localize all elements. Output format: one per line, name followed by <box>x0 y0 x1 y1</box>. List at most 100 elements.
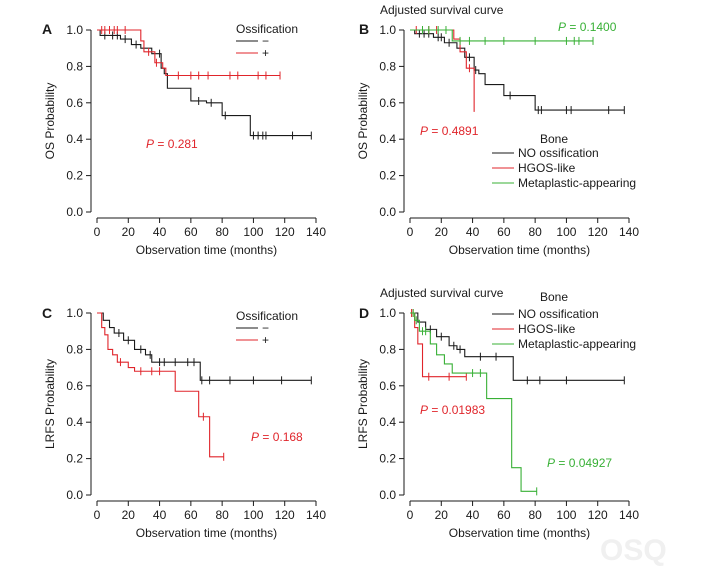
legend-title: Bone <box>540 290 568 304</box>
legend-label: HGOS-like <box>518 322 576 336</box>
x-tick-label: 80 <box>528 508 542 522</box>
y-tick-label: 0.0 <box>66 205 83 219</box>
panel-letter-a: A <box>42 21 52 37</box>
x-tick-label: 80 <box>215 508 229 522</box>
legend-label: HGOS-like <box>518 161 576 175</box>
p-value: = 0.04927 <box>555 456 612 470</box>
y-tick-label: 0.6 <box>379 96 396 110</box>
y-tick-label: 0.6 <box>379 379 396 393</box>
x-axis-label: Observation time (months) <box>136 526 277 540</box>
panel-letter-d: D <box>359 305 369 321</box>
y-tick-label: 0.8 <box>66 59 83 73</box>
series-line <box>410 29 625 111</box>
p-symbol: P <box>420 403 428 417</box>
series-line <box>97 312 224 458</box>
p-value-annotation: P = 0.4891 <box>420 124 479 138</box>
y-tick-label: 1.0 <box>379 23 396 37</box>
x-tick-label: 120 <box>275 225 295 239</box>
panel-letter-b: B <box>359 21 369 37</box>
p-value: = 0.168 <box>259 430 303 444</box>
y-tick-label: 0.2 <box>66 169 83 183</box>
p-value-annotation: P = 0.04927 <box>547 456 612 470</box>
x-tick-label: 0 <box>94 225 101 239</box>
legend-label: + <box>262 46 269 60</box>
x-axis-label: Observation time (months) <box>136 243 277 257</box>
x-tick-label: 100 <box>556 508 576 522</box>
x-tick-label: 0 <box>94 508 101 522</box>
y-tick-label: 0.6 <box>66 96 83 110</box>
y-tick-label: 0.8 <box>379 59 396 73</box>
p-value-annotation: P = 0.1400 <box>558 20 617 34</box>
p-value: = 0.1400 <box>566 20 617 34</box>
x-tick-label: 140 <box>306 225 326 239</box>
p-symbol: P <box>558 20 566 34</box>
y-tick-label: 0.2 <box>379 452 396 466</box>
y-axis-label: LRFS Probability <box>43 359 57 449</box>
legend-title: Ossification <box>236 22 298 36</box>
x-axis-label: Observation time (months) <box>449 243 590 257</box>
p-value: = 0.281 <box>154 137 198 151</box>
x-tick-label: 20 <box>435 508 449 522</box>
series-line <box>97 29 281 77</box>
legend-label: Metaplastic-appearing <box>518 176 636 190</box>
y-tick-label: 0.8 <box>379 342 396 356</box>
x-tick-label: 60 <box>184 508 198 522</box>
p-symbol: P <box>547 456 555 470</box>
y-tick-label: 0.2 <box>379 169 396 183</box>
y-tick-label: 0.8 <box>66 342 83 356</box>
legend-label: Metaplastic-appearing <box>518 337 636 351</box>
y-tick-label: 0.4 <box>379 415 396 429</box>
x-tick-label: 0 <box>407 225 414 239</box>
x-tick-label: 40 <box>466 508 480 522</box>
series-line <box>97 312 312 381</box>
panel-letter-c: C <box>42 305 52 321</box>
series-line <box>410 29 475 112</box>
x-tick-label: 120 <box>588 508 608 522</box>
x-tick-label: 40 <box>153 225 167 239</box>
legend-title: Bone <box>540 132 568 146</box>
x-tick-label: 120 <box>275 508 295 522</box>
y-tick-label: 0.0 <box>66 488 83 502</box>
legend-title: Ossification <box>236 309 298 323</box>
y-tick-label: 0.4 <box>66 415 83 429</box>
x-tick-label: 140 <box>306 508 326 522</box>
series-line <box>97 29 312 137</box>
legend-label: − <box>262 34 269 48</box>
y-tick-label: 0.4 <box>66 132 83 146</box>
legend-label: NO ossification <box>518 146 599 160</box>
x-tick-label: 80 <box>215 225 229 239</box>
x-tick-label: 20 <box>435 225 449 239</box>
p-symbol: P <box>251 430 259 444</box>
y-tick-label: 1.0 <box>66 23 83 37</box>
y-tick-label: 0.0 <box>379 488 396 502</box>
x-tick-label: 140 <box>619 508 639 522</box>
chart-title: Adjusted survival curve <box>380 286 504 300</box>
p-value: = 0.4891 <box>428 124 479 138</box>
watermark: OSQ <box>600 534 667 567</box>
legend-label: NO ossification <box>518 307 599 321</box>
x-tick-label: 60 <box>184 225 198 239</box>
p-value: = 0.01983 <box>428 403 485 417</box>
y-tick-label: 0.6 <box>66 379 83 393</box>
y-tick-label: 0.2 <box>66 452 83 466</box>
x-tick-label: 60 <box>497 225 511 239</box>
x-axis-label: Observation time (months) <box>449 526 590 540</box>
x-tick-label: 0 <box>407 508 414 522</box>
x-tick-label: 40 <box>153 508 167 522</box>
x-tick-label: 80 <box>528 225 542 239</box>
series-line <box>410 29 594 42</box>
y-axis-label: OS Probability <box>43 83 57 160</box>
x-tick-label: 100 <box>243 225 263 239</box>
y-tick-label: 0.4 <box>379 132 396 146</box>
y-tick-label: 1.0 <box>66 306 83 320</box>
y-tick-label: 1.0 <box>379 306 396 320</box>
x-tick-label: 100 <box>243 508 263 522</box>
y-axis-label: OS Probability <box>356 83 370 160</box>
series-line <box>410 312 537 492</box>
x-tick-label: 120 <box>588 225 608 239</box>
legend-label: − <box>262 321 269 335</box>
x-tick-label: 100 <box>556 225 576 239</box>
chart-title: Adjusted survival curve <box>380 3 504 17</box>
